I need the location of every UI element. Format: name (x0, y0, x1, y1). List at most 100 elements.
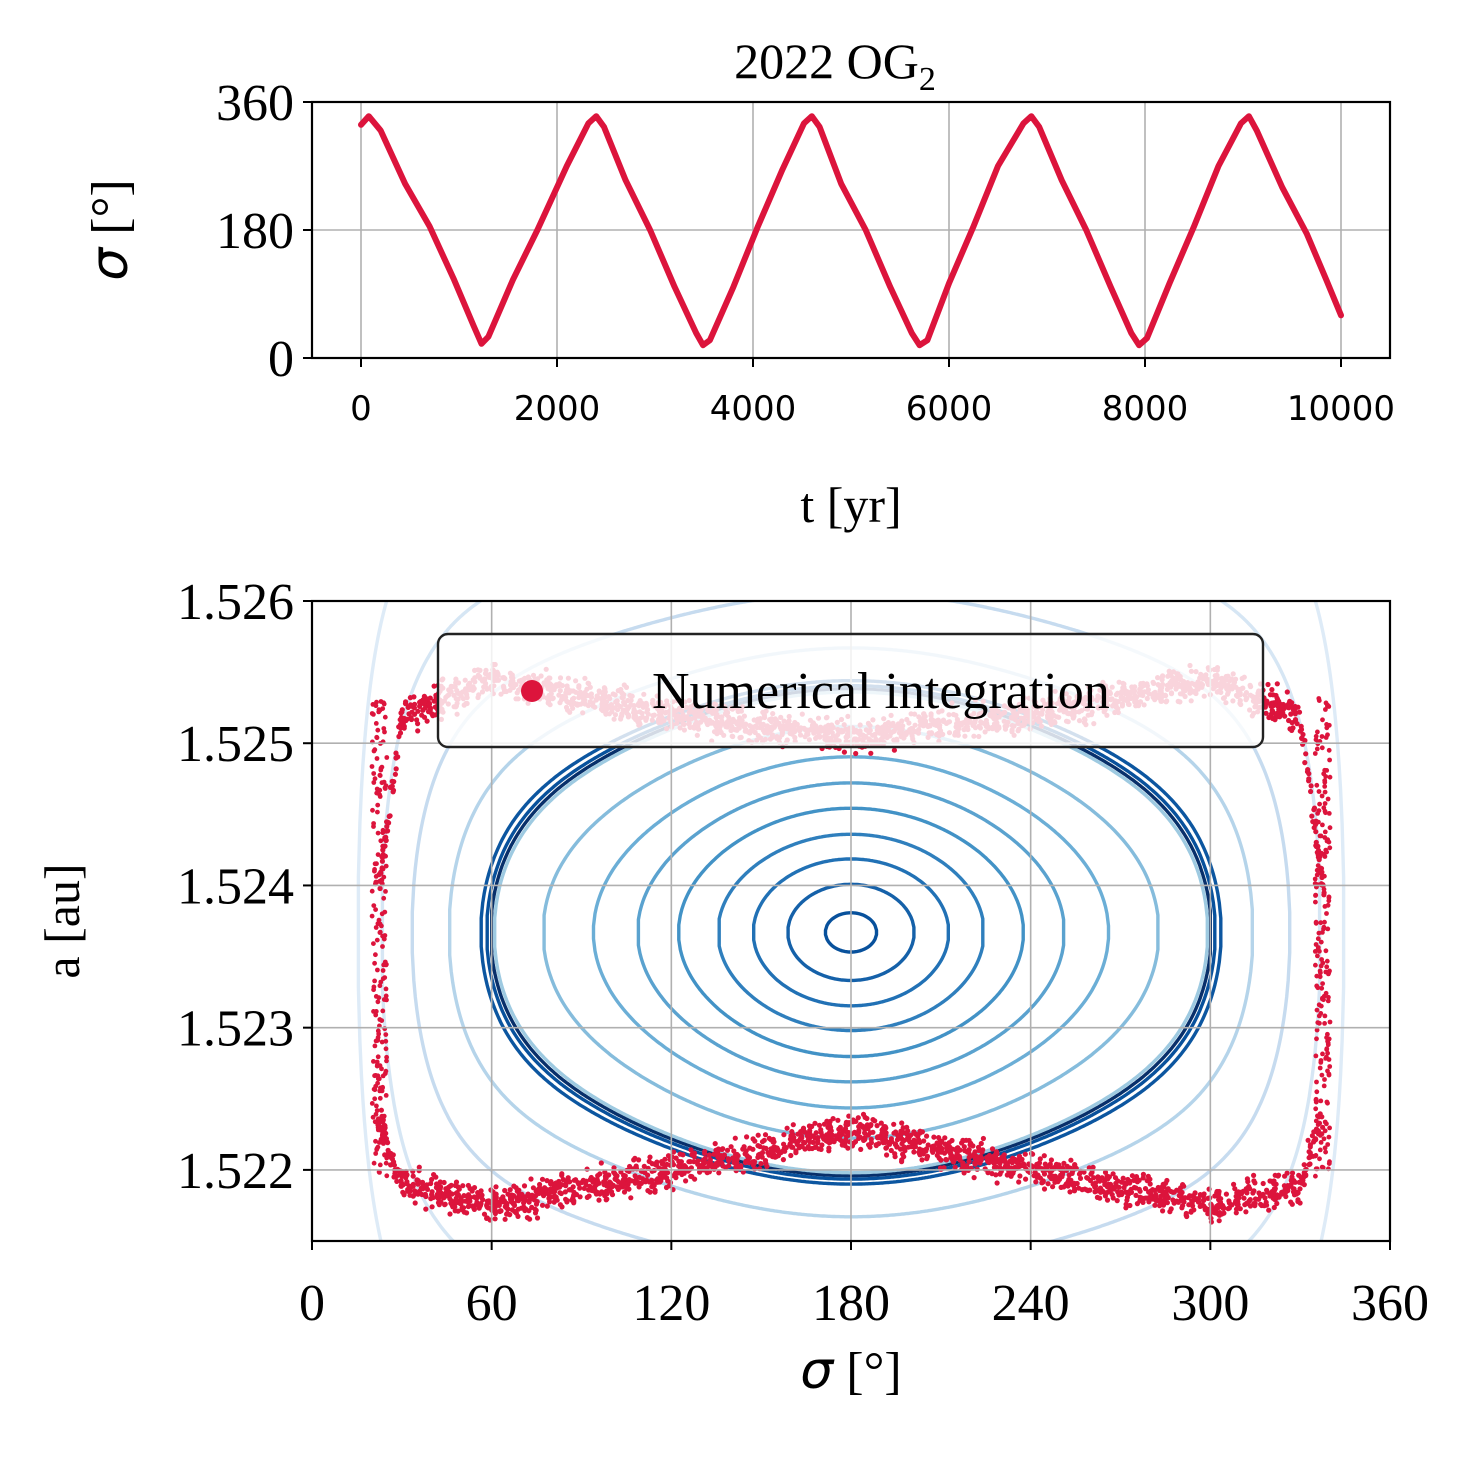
scatter-point-lower (768, 1148, 774, 1154)
scatter-point-upper (1303, 751, 1309, 757)
scatter-point-lower (1232, 1186, 1238, 1192)
scatter-point-lower (905, 1128, 911, 1134)
scatter-point-lower (1201, 1197, 1207, 1203)
scatter-point-lower (1111, 1186, 1117, 1192)
scatter-point-edge (371, 771, 377, 776)
scatter-point-lower (815, 1135, 821, 1141)
scatter-point-lower (1190, 1203, 1196, 1209)
scatter-point-edge (1320, 981, 1325, 986)
scatter-point-upper (392, 771, 398, 777)
top-chart-title: 2022 OG2 (734, 33, 936, 98)
scatter-point-lower (459, 1207, 465, 1213)
scatter-point-lower (398, 1183, 404, 1189)
scatter-point-lower (1162, 1198, 1168, 1204)
scatter-point-lower (975, 1157, 981, 1163)
scatter-point-lower (856, 1124, 862, 1130)
scatter-point-edge (1322, 919, 1327, 925)
scatter-point-lower (391, 1159, 397, 1165)
scatter-point-lower (790, 1122, 796, 1128)
scatter-point-lower (1243, 1186, 1249, 1192)
scatter-point-edge (1313, 1173, 1318, 1179)
scatter-point-edge (1314, 850, 1320, 855)
scatter-point-upper (389, 783, 395, 789)
scatter-point-lower (1223, 1191, 1229, 1197)
scatter-point-lower (1281, 1183, 1287, 1189)
scatter-point-lower (915, 1132, 921, 1139)
scatter-point-lower (544, 1178, 550, 1184)
scatter-point-upper (1292, 711, 1298, 717)
scatter-point-edge (369, 711, 375, 716)
scatter-point-lower (873, 1142, 879, 1149)
scatter-point-lower (511, 1202, 518, 1208)
scatter-point-lower (1148, 1191, 1154, 1197)
scatter-point-edge (1319, 745, 1325, 751)
scatter-point-lower (706, 1152, 713, 1158)
scatter-point-lower (1067, 1189, 1073, 1195)
scatter-point-edge (1322, 778, 1328, 783)
scatter-point-lower (850, 1117, 856, 1123)
scatter-point-lower (486, 1198, 492, 1204)
scatter-point-lower (1093, 1183, 1099, 1189)
scatter-point-lower (1243, 1209, 1249, 1215)
scatter-point-lower (412, 1200, 418, 1206)
scatter-point-edge (377, 1017, 383, 1022)
scatter-point-upper (853, 750, 859, 757)
scatter-point-edge (1316, 1002, 1322, 1008)
scatter-point-lower (924, 1156, 930, 1162)
scatter-point-lower (687, 1159, 693, 1165)
scatter-point-lower (1095, 1174, 1101, 1180)
scatter-point-lower (1271, 1181, 1277, 1187)
scatter-point-lower (408, 1184, 414, 1190)
scatter-point-upper (407, 695, 413, 701)
scatter-point-lower (522, 1194, 528, 1200)
scatter-point-lower (1087, 1177, 1093, 1184)
contour-level (356, 601, 1346, 1241)
scatter-point-edge (374, 790, 380, 796)
scatter-point-lower (759, 1139, 766, 1145)
contour-level (823, 911, 879, 954)
scatter-point-lower (917, 1146, 923, 1152)
scatter-point-lower (997, 1159, 1003, 1166)
scatter-point-edge (371, 1059, 376, 1064)
scatter-point-lower (1143, 1195, 1149, 1201)
scatter-point-lower (1279, 1191, 1285, 1197)
scatter-point-lower (1076, 1185, 1082, 1191)
legend: Numerical integration (436, 632, 1265, 749)
scatter-point-lower (478, 1188, 484, 1194)
scatter-point-lower (481, 1211, 488, 1217)
scatter-point-lower (390, 1152, 396, 1158)
scatter-point-lower (1033, 1179, 1039, 1185)
scatter-point-lower (924, 1133, 930, 1139)
scatter-point-lower (752, 1138, 758, 1144)
scatter-point-lower (899, 1120, 905, 1126)
scatter-point-lower (1163, 1189, 1169, 1195)
scatter-point-lower (902, 1148, 908, 1154)
scatter-point-lower (744, 1134, 750, 1140)
scatter-point-lower (626, 1186, 632, 1192)
scatter-point-lower (1126, 1188, 1133, 1195)
scatter-point-lower (1028, 1150, 1035, 1157)
scatter-point-lower (900, 1125, 906, 1131)
scatter-point-upper (868, 750, 874, 756)
scatter-point-lower (881, 1124, 888, 1130)
scatter-point-lower (471, 1185, 478, 1191)
scatter-point-lower (941, 1165, 947, 1171)
scatter-point-edge (373, 1151, 379, 1156)
scatter-point-lower (1022, 1151, 1028, 1157)
scatter-point-edge (1326, 1072, 1332, 1078)
scatter-point-lower (796, 1145, 802, 1151)
scatter-point-edge (383, 1160, 389, 1166)
scatter-point-lower (1251, 1172, 1257, 1178)
scatter-point-lower (602, 1169, 608, 1175)
scatter-point-edge (1323, 990, 1329, 996)
scatter-point-edge (1317, 801, 1322, 807)
scatter-point-lower (492, 1216, 498, 1222)
scatter-point-lower (603, 1180, 609, 1186)
scatter-point-lower (961, 1144, 967, 1150)
scatter-point-upper (1308, 788, 1314, 795)
scatter-point-lower (527, 1194, 533, 1200)
scatter-point-lower (502, 1216, 508, 1222)
scatter-point-lower (980, 1135, 987, 1142)
scatter-point-lower (502, 1187, 508, 1194)
scatter-point-lower (942, 1141, 948, 1147)
